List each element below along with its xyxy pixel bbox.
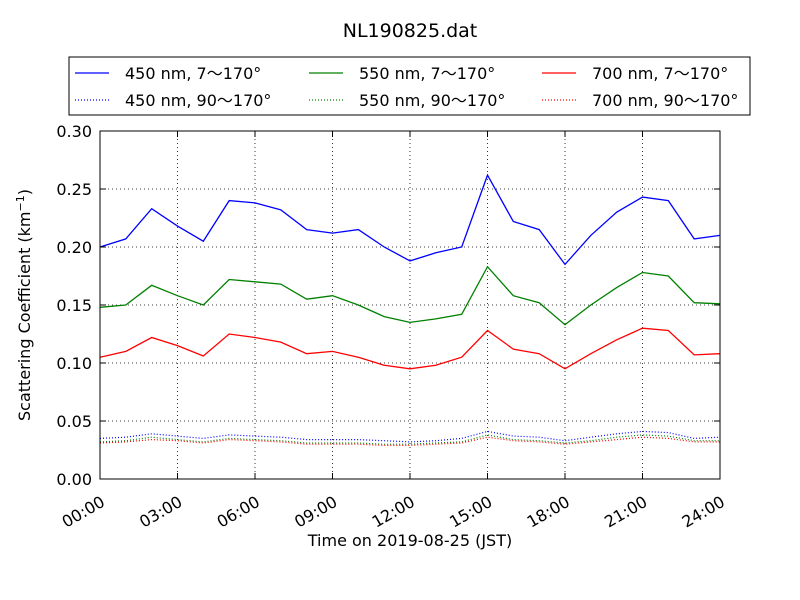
legend-label-1: 450 nm, 90～170° (125, 91, 271, 110)
y-axis-label-main: Scattering Coefficient (km (15, 211, 34, 421)
grid (99, 130, 721, 480)
x-tick-label: 24:00 (679, 492, 728, 532)
y-axis-label-sup: −1 (14, 195, 27, 211)
chart-title: NL190825.dat (343, 20, 478, 42)
x-tick-label: 06:00 (214, 492, 263, 532)
y-tick-label: 0.05 (56, 412, 92, 431)
y-axis-label: Scattering Coefficient (km−1) (14, 189, 34, 421)
series-line-2 (99, 265, 721, 326)
legend-label-0: 450 nm, 7～170° (125, 64, 261, 83)
ticks: 00:00 03:00 06:00 09:00 12:00 15:00 18:00 21:00… (56, 122, 728, 532)
series-line-3 (99, 434, 720, 445)
series-group (99, 173, 721, 446)
y-tick-label: 0.15 (56, 296, 92, 315)
y-tick-label: 0.30 (56, 122, 92, 141)
x-tick-label: 12:00 (369, 492, 418, 532)
legend-label-2: 550 nm, 7～170° (359, 64, 495, 83)
series-line-4 (99, 327, 721, 370)
x-tick-label: 15:00 (446, 492, 495, 532)
x-axis-label: Time on 2019-08-25 (JST) (307, 531, 512, 550)
series-line-0 (99, 173, 721, 266)
y-tick-label: 0.25 (56, 180, 92, 199)
legend-label-5: 700 nm, 90～170° (592, 91, 738, 110)
legend: 450 nm, 7～170° 450 nm, 90～170° 550 nm, 7～1… (68, 56, 751, 116)
y-tick-label: 0.20 (56, 238, 92, 257)
legend-box (68, 56, 751, 116)
legend-label-4: 700 nm, 7～170° (592, 64, 728, 83)
legend-label-3: 550 nm, 90～170° (359, 91, 505, 110)
x-tick-label: 18:00 (524, 492, 573, 532)
y-axis-label-close: ) (15, 189, 34, 195)
x-tick-label: 00:00 (59, 492, 108, 532)
y-tick-label: 0.00 (56, 470, 92, 489)
y-tick-label: 0.10 (56, 354, 92, 373)
series-line-1 (99, 430, 721, 443)
x-tick-label: 09:00 (291, 492, 340, 532)
x-tick-label: 21:00 (601, 492, 650, 532)
x-tick-label: 03:00 (136, 492, 185, 532)
